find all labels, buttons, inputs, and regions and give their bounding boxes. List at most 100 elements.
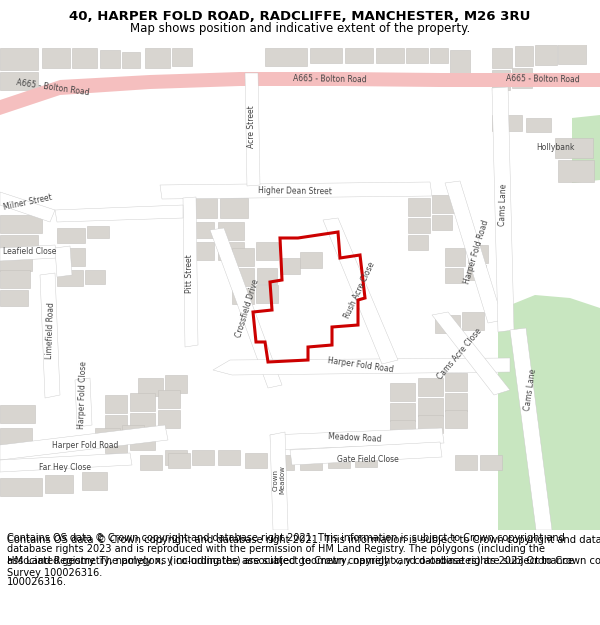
Bar (130, 393, 155, 411)
Bar (555, 138, 593, 158)
Bar (468, 245, 488, 263)
Bar (165, 450, 187, 465)
Bar (100, 50, 120, 68)
Polygon shape (270, 428, 444, 450)
Bar (418, 378, 443, 396)
Bar (140, 455, 162, 470)
Bar (390, 403, 415, 421)
Bar (328, 453, 350, 468)
Bar (430, 48, 448, 63)
Text: Meadow Road: Meadow Road (328, 432, 382, 444)
Text: Crossfield Drive: Crossfield Drive (234, 278, 260, 338)
Polygon shape (55, 246, 72, 277)
Bar (408, 235, 428, 250)
Bar (85, 270, 105, 284)
Polygon shape (498, 295, 600, 530)
Bar (138, 378, 163, 396)
Bar (526, 118, 551, 132)
Bar (232, 288, 254, 304)
Text: Harper Fold Road: Harper Fold Road (326, 356, 394, 374)
Bar (105, 435, 127, 453)
Bar (122, 425, 144, 440)
Bar (390, 383, 415, 401)
Polygon shape (210, 228, 282, 388)
Bar (445, 248, 465, 266)
Bar (232, 268, 254, 286)
Polygon shape (445, 181, 503, 323)
Text: 40, HARPER FOLD ROAD, RADCLIFFE, MANCHESTER, M26 3RU: 40, HARPER FOLD ROAD, RADCLIFFE, MANCHES… (70, 10, 530, 23)
Bar (462, 312, 484, 330)
Bar (515, 46, 533, 66)
Polygon shape (160, 182, 432, 199)
Bar (0, 428, 32, 446)
Text: Acre Street: Acre Street (248, 106, 257, 148)
Text: Contains OS data © Crown copyright and database right 2021. This information is : Contains OS data © Crown copyright and d… (7, 535, 600, 545)
Bar (300, 252, 322, 268)
Text: Cams Lane: Cams Lane (523, 369, 538, 411)
Bar (105, 415, 127, 433)
Bar (122, 52, 140, 68)
Bar (42, 48, 70, 68)
Text: Pitt Street: Pitt Street (185, 254, 193, 293)
Bar (256, 242, 278, 260)
Text: Rush Acre Close: Rush Acre Close (343, 261, 377, 319)
Text: Hollybank: Hollybank (536, 142, 574, 151)
Text: Cams Acre Close: Cams Acre Close (436, 327, 484, 381)
Text: A665 - Bolton Road: A665 - Bolton Road (293, 74, 367, 84)
Polygon shape (0, 453, 132, 472)
Bar (82, 472, 107, 490)
Bar (0, 478, 42, 496)
Bar (558, 44, 586, 64)
Bar (257, 268, 277, 284)
Bar (218, 450, 240, 465)
Text: Leafield Close: Leafield Close (4, 248, 56, 256)
Bar (168, 453, 190, 468)
Bar (512, 68, 532, 88)
Polygon shape (0, 245, 57, 261)
Bar (418, 398, 443, 416)
Text: Harper Fold Road: Harper Fold Road (52, 441, 118, 449)
Bar (0, 48, 38, 70)
Text: Milner Street: Milner Street (3, 192, 53, 211)
Bar (95, 428, 120, 443)
Bar (192, 450, 214, 465)
Polygon shape (323, 218, 398, 364)
Bar (390, 420, 415, 438)
Bar (492, 115, 522, 131)
Bar (300, 455, 322, 470)
Bar (218, 222, 244, 240)
Bar (0, 215, 42, 233)
Polygon shape (55, 205, 183, 222)
Text: Contains OS data © Crown copyright and database right 2021. This information is : Contains OS data © Crown copyright and d… (7, 533, 574, 578)
Text: 100026316.: 100026316. (7, 576, 67, 586)
Bar (0, 405, 35, 423)
Bar (45, 475, 73, 493)
Bar (57, 270, 83, 286)
Bar (105, 395, 127, 413)
Bar (406, 48, 428, 63)
Bar (87, 226, 109, 238)
Text: Limefield Road: Limefield Road (44, 301, 55, 359)
Bar (376, 48, 404, 63)
Bar (130, 413, 155, 431)
Polygon shape (572, 115, 600, 183)
Bar (432, 215, 452, 230)
Bar (232, 248, 254, 266)
Bar (310, 48, 342, 63)
Bar (218, 242, 244, 260)
Polygon shape (245, 73, 260, 186)
Polygon shape (290, 442, 442, 465)
Text: A665 - Bolton Road: A665 - Bolton Road (506, 74, 580, 84)
Bar (432, 195, 454, 213)
Bar (57, 248, 85, 266)
Bar (158, 390, 180, 408)
Polygon shape (75, 378, 92, 427)
Bar (445, 373, 467, 391)
Bar (408, 218, 430, 233)
Bar (245, 453, 267, 468)
Bar (492, 70, 510, 90)
Bar (492, 48, 512, 68)
Polygon shape (492, 87, 514, 332)
Text: Map shows position and indicative extent of the property.: Map shows position and indicative extent… (130, 22, 470, 35)
Bar (0, 270, 30, 288)
